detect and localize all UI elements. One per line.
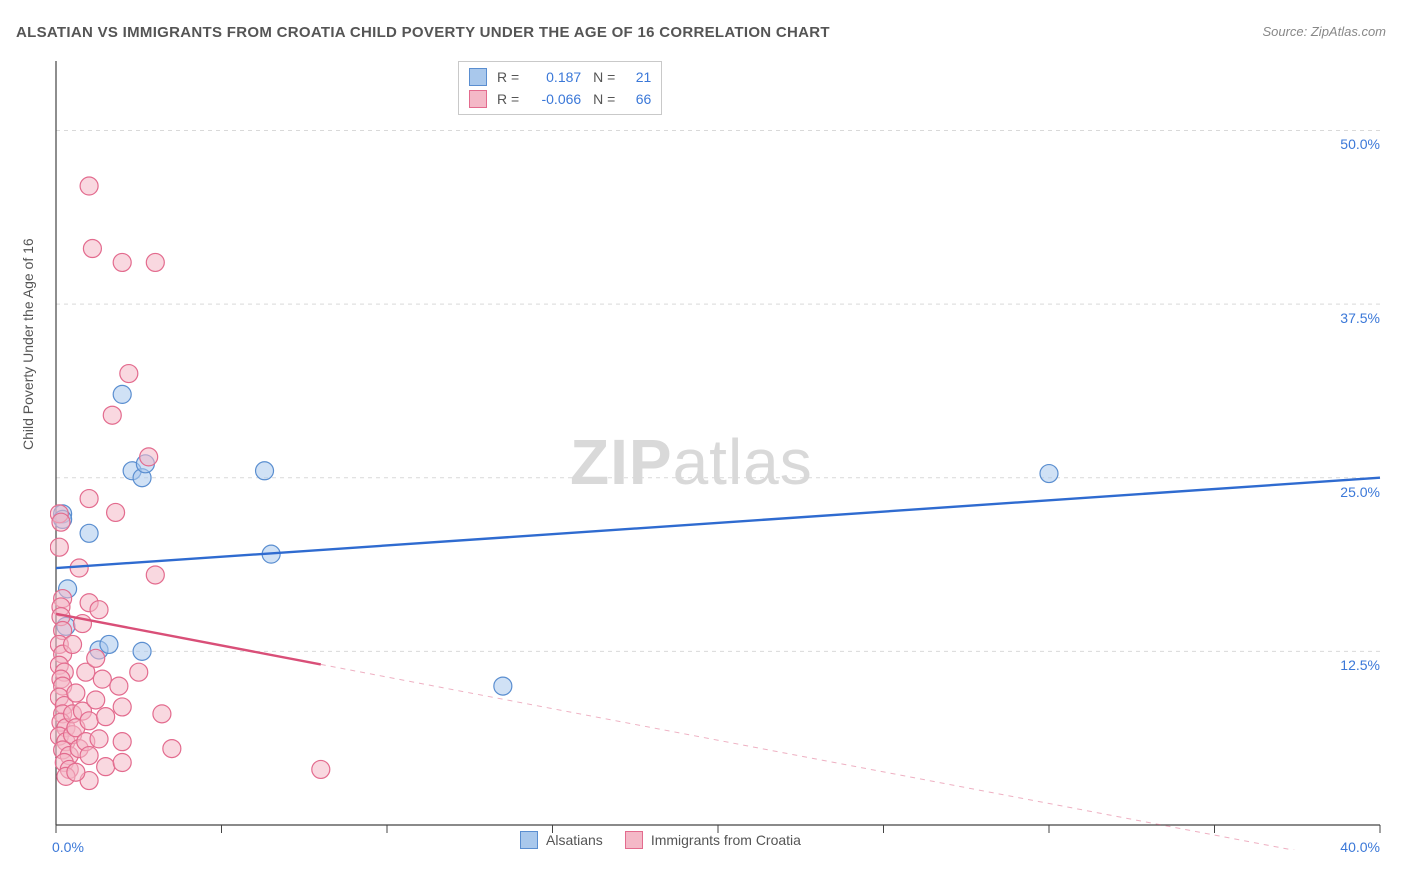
legend-label: Immigrants from Croatia <box>651 832 801 848</box>
stat-n-label: N = <box>589 88 615 110</box>
y-tick-label: 25.0% <box>1340 484 1380 500</box>
legend-item: Immigrants from Croatia <box>625 831 801 849</box>
stats-legend-box: R = 0.187 N = 21 R = -0.066 N = 66 <box>458 61 662 115</box>
chart-plot-area: ZIPatlas R =0.187 N =21R =-0.066 N =66 A… <box>50 55 1386 850</box>
stat-n-value: 21 <box>623 66 651 88</box>
legend-swatch <box>625 831 643 849</box>
stat-r-label: R = <box>497 66 519 88</box>
stat-r-value: -0.066 <box>527 88 581 110</box>
source-attribution: Source: ZipAtlas.com <box>1262 24 1386 39</box>
y-tick-label: 50.0% <box>1340 136 1380 152</box>
chart-container: ALSATIAN VS IMMIGRANTS FROM CROATIA CHIL… <box>0 0 1406 892</box>
chart-svg <box>50 55 1386 850</box>
series-legend: Alsatians Immigrants from Croatia <box>520 831 801 849</box>
stat-r-value: 0.187 <box>527 66 581 88</box>
y-tick-label: 37.5% <box>1340 310 1380 326</box>
legend-swatch <box>469 68 487 86</box>
stat-n-label: N = <box>589 66 615 88</box>
legend-label: Alsatians <box>546 832 603 848</box>
legend-item: Alsatians <box>520 831 603 849</box>
x-tick-left: 0.0% <box>52 839 84 855</box>
legend-swatch <box>520 831 538 849</box>
y-axis-label: Child Poverty Under the Age of 16 <box>20 238 36 450</box>
stats-legend-row: R = -0.066 N = 66 <box>469 88 651 110</box>
legend-swatch <box>469 90 487 108</box>
stat-n-value: 66 <box>623 88 651 110</box>
x-tick-right: 40.0% <box>1340 839 1380 855</box>
stat-r-label: R = <box>497 88 519 110</box>
y-tick-label: 12.5% <box>1340 657 1380 673</box>
stats-legend-row: R = 0.187 N = 21 <box>469 66 651 88</box>
chart-title: ALSATIAN VS IMMIGRANTS FROM CROATIA CHIL… <box>16 24 830 41</box>
